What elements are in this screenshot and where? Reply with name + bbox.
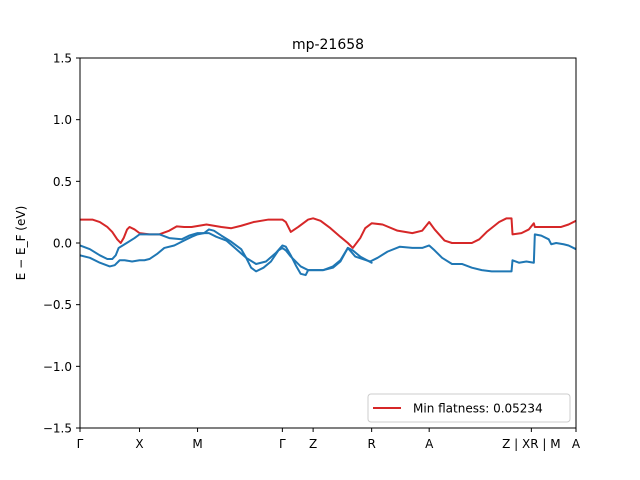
y-tick-label: 1.5 — [53, 52, 72, 66]
x-tick-label: Γ — [279, 437, 286, 451]
x-tick-label: A — [425, 437, 434, 451]
y-tick-label: −1.0 — [43, 360, 72, 374]
x-tick-label: Γ — [77, 437, 84, 451]
y-axis-label: E − E_F (eV) — [14, 206, 28, 281]
y-tick-label: 0.0 — [53, 237, 72, 251]
chart-title: mp-21658 — [292, 37, 364, 53]
band-line-1 — [80, 217, 576, 249]
y-tick-label: −1.5 — [43, 422, 72, 436]
legend: Min flatness: 0.05234 — [367, 393, 571, 423]
x-tick-label: Z — [309, 437, 317, 451]
x-tick-label: Z | XR | M — [502, 437, 560, 451]
y-tick-label: 0.5 — [53, 175, 72, 189]
legend-box — [367, 393, 571, 423]
x-tick-label: R — [367, 437, 375, 451]
axes: −1.5 −1.0 −0.5 0.0 0.5 1.0 1.5 Γ X M Γ Z R A Z | XR | … — [43, 52, 581, 452]
plot-area — [80, 217, 576, 277]
y-tick-label: −0.5 — [43, 298, 72, 312]
band-line-3 — [80, 228, 373, 273]
x-tick-label: M — [192, 437, 202, 451]
x-tick-label: A — [572, 437, 581, 451]
x-tick-label: X — [135, 437, 143, 451]
y-tick-label: 1.0 — [53, 113, 72, 127]
legend-label: Min flatness: 0.05234 — [413, 402, 543, 416]
